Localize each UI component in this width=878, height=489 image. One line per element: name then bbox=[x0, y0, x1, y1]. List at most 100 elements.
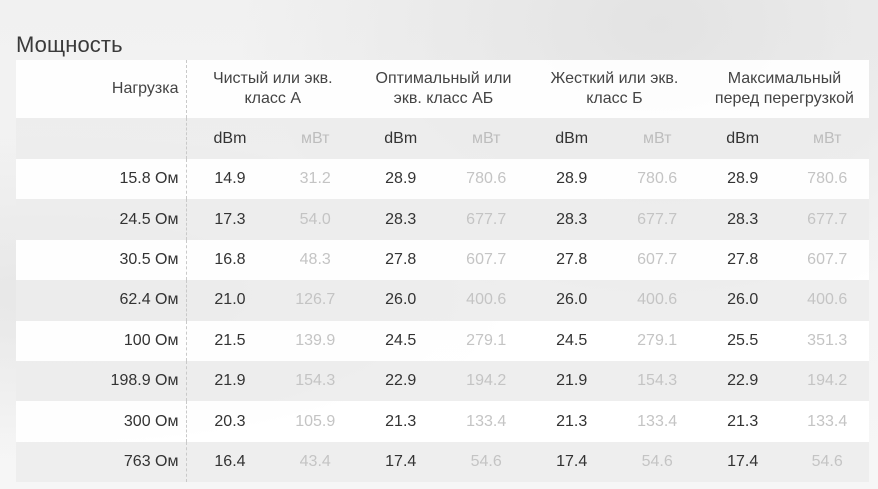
table-row: 100 Ом 21.5 139.9 24.5 279.1 24.5 279.1 … bbox=[16, 320, 869, 361]
dbm-cell: 27.8 bbox=[727, 250, 759, 268]
group-header-line1: Оптимальный или bbox=[375, 70, 512, 87]
mw-cell: 607.7 bbox=[807, 250, 848, 268]
unit-mw: мВт bbox=[471, 129, 501, 147]
unit-dbm: dBm bbox=[213, 129, 247, 147]
dbm-cell: 27.8 bbox=[385, 250, 417, 268]
mw-cell: 677.7 bbox=[637, 210, 678, 228]
mw-cell: 194.2 bbox=[466, 372, 507, 390]
mw-cell: 139.9 bbox=[295, 331, 336, 349]
dbm-cell: 21.9 bbox=[556, 372, 588, 390]
dbm-cell: 27.8 bbox=[556, 250, 588, 268]
mw-cell: 607.7 bbox=[637, 250, 678, 268]
dbm-cell: 21.3 bbox=[556, 412, 588, 430]
mw-cell: 105.9 bbox=[295, 412, 336, 430]
group-header-class-b: Жесткий или экв. класс Б bbox=[529, 60, 700, 118]
group-header-line1: Жесткий или экв. bbox=[550, 70, 679, 87]
table-row: 300 Ом 20.3 105.9 21.3 133.4 21.3 133.4 … bbox=[16, 401, 869, 442]
dbm-cell: 28.3 bbox=[385, 210, 417, 228]
dbm-cell: 26.0 bbox=[385, 291, 417, 309]
table-header-row: Нагрузка Чистый или экв. класс А Оптимал… bbox=[16, 60, 869, 118]
table-row: 15.8 Ом 14.9 31.2 28.9 780.6 28.9 780.6 … bbox=[16, 159, 869, 200]
mw-cell: 607.7 bbox=[466, 250, 507, 268]
dbm-cell: 21.9 bbox=[214, 372, 246, 390]
group-header-class-ab: Оптимальный или экв. класс АБ bbox=[358, 60, 529, 118]
mw-cell: 279.1 bbox=[637, 331, 678, 349]
table-row: 763 Ом 16.4 43.4 17.4 54.6 17.4 54.6 17.… bbox=[16, 441, 869, 483]
mw-cell: 194.2 bbox=[807, 372, 848, 390]
dbm-cell: 28.9 bbox=[385, 170, 417, 188]
dbm-cell: 17.4 bbox=[727, 452, 759, 470]
mw-cell: 677.7 bbox=[807, 210, 848, 228]
load-cell: 300 Ом bbox=[16, 401, 188, 442]
load-cell: 763 Ом bbox=[16, 441, 188, 483]
dbm-cell: 16.4 bbox=[214, 452, 246, 470]
units-load-cell bbox=[16, 118, 188, 159]
dbm-cell: 17.4 bbox=[556, 452, 588, 470]
dbm-cell: 22.9 bbox=[385, 372, 417, 390]
unit-dbm: dBm bbox=[555, 129, 589, 147]
group-header-line2: класс Б bbox=[586, 90, 643, 107]
mw-cell: 133.4 bbox=[466, 412, 507, 430]
load-cell: 198.9 Ом bbox=[16, 360, 188, 402]
load-cell: 30.5 Ом bbox=[16, 239, 188, 281]
unit-mw: мВт bbox=[642, 129, 672, 147]
load-column-header: Нагрузка bbox=[16, 60, 188, 118]
mw-cell: 780.6 bbox=[807, 170, 848, 188]
mw-cell: 400.6 bbox=[466, 291, 507, 309]
power-table-container: Нагрузка Чистый или экв. класс А Оптимал… bbox=[16, 60, 869, 483]
dbm-cell: 20.3 bbox=[214, 412, 246, 430]
dbm-cell: 26.0 bbox=[556, 291, 588, 309]
mw-cell: 279.1 bbox=[466, 331, 507, 349]
load-cell: 24.5 Ом bbox=[16, 199, 188, 240]
dbm-cell: 17.4 bbox=[385, 452, 417, 470]
power-table: Нагрузка Чистый или экв. класс А Оптимал… bbox=[16, 60, 869, 483]
dbm-cell: 16.8 bbox=[214, 250, 246, 268]
mw-cell: 54.6 bbox=[641, 452, 673, 470]
dbm-cell: 24.5 bbox=[556, 331, 588, 349]
unit-dbm: dBm bbox=[726, 129, 760, 147]
load-cell: 62.4 Ом bbox=[16, 280, 188, 321]
dbm-cell: 28.9 bbox=[727, 170, 759, 188]
dbm-cell: 26.0 bbox=[727, 291, 759, 309]
mw-cell: 400.6 bbox=[807, 291, 848, 309]
dbm-cell: 28.3 bbox=[727, 210, 759, 228]
group-header-line2: экв. класс АБ bbox=[393, 90, 494, 107]
mw-cell: 126.7 bbox=[295, 291, 336, 309]
mw-cell: 54.6 bbox=[811, 452, 843, 470]
dbm-cell: 24.5 bbox=[385, 331, 417, 349]
dbm-cell: 21.5 bbox=[214, 331, 246, 349]
dbm-cell: 21.0 bbox=[214, 291, 246, 309]
mw-cell: 43.4 bbox=[299, 452, 331, 470]
dbm-cell: 22.9 bbox=[727, 372, 759, 390]
load-cell: 15.8 Ом bbox=[16, 159, 188, 200]
load-cell: 100 Ом bbox=[16, 320, 188, 361]
unit-mw: мВт bbox=[300, 129, 330, 147]
table-row: 198.9 Ом 21.9 154.3 22.9 194.2 21.9 154.… bbox=[16, 360, 869, 402]
group-header-class-a: Чистый или экв. класс А bbox=[187, 60, 358, 118]
mw-cell: 780.6 bbox=[637, 170, 678, 188]
mw-cell: 677.7 bbox=[466, 210, 507, 228]
mw-cell: 133.4 bbox=[807, 412, 848, 430]
group-header-line1: Чистый или экв. bbox=[212, 70, 333, 87]
mw-cell: 54.0 bbox=[299, 210, 331, 228]
dbm-cell: 21.3 bbox=[727, 412, 759, 430]
mw-cell: 48.3 bbox=[299, 250, 331, 268]
table-row: 30.5 Ом 16.8 48.3 27.8 607.7 27.8 607.7 … bbox=[16, 239, 869, 281]
dbm-cell: 17.3 bbox=[214, 210, 246, 228]
group-header-max: Максимальный перед перегрузкой bbox=[700, 60, 869, 118]
table-row: 62.4 Ом 21.0 126.7 26.0 400.6 26.0 400.6… bbox=[16, 280, 869, 321]
dbm-cell: 25.5 bbox=[727, 331, 759, 349]
section-title: Мощность bbox=[16, 32, 123, 57]
mw-cell: 780.6 bbox=[466, 170, 507, 188]
mw-cell: 133.4 bbox=[637, 412, 678, 430]
mw-cell: 31.2 bbox=[299, 170, 331, 188]
mw-cell: 154.3 bbox=[295, 372, 336, 390]
units-row: dBm мВт dBm мВт dBm мВт dBm мВт bbox=[16, 118, 869, 159]
group-header-line1: Максимальный bbox=[727, 70, 842, 87]
unit-dbm: dBm bbox=[384, 129, 418, 147]
mw-cell: 400.6 bbox=[637, 291, 678, 309]
mw-cell: 54.6 bbox=[470, 452, 502, 470]
mw-cell: 154.3 bbox=[637, 372, 678, 390]
unit-mw: мВт bbox=[812, 129, 842, 147]
dbm-cell: 28.9 bbox=[556, 170, 588, 188]
